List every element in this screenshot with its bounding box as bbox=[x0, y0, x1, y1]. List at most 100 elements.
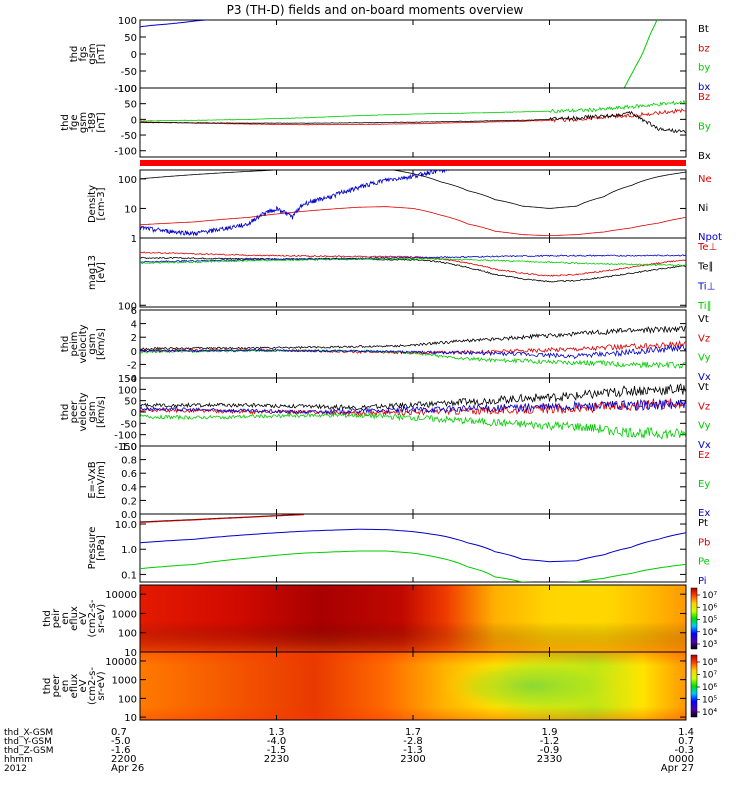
legend-entry: Pi bbox=[698, 576, 707, 587]
legend-entry: Bz bbox=[698, 92, 710, 103]
series-line-Pe bbox=[140, 550, 686, 582]
x-axis-row-label: 2012 bbox=[4, 764, 27, 774]
y-axis-label: eflux bbox=[69, 674, 80, 699]
colorbar-tick-label: 10⁷ bbox=[702, 591, 717, 601]
y-tick-label: -50 bbox=[121, 131, 137, 142]
y-axis-label: gsm bbox=[87, 401, 98, 422]
colorbar-tick-label: 10⁴ bbox=[702, 708, 717, 718]
y-tick-label: 1.0 bbox=[121, 442, 137, 453]
y-axis-label: [nPa] bbox=[96, 535, 107, 561]
y-axis-label: thd bbox=[42, 610, 53, 627]
y-axis-label: eV bbox=[78, 612, 89, 625]
x-axis-tick-label: Apr 26 bbox=[111, 763, 144, 774]
series-line-By bbox=[140, 99, 686, 122]
y-tick-label: 0 bbox=[131, 347, 137, 358]
y-tick-label: -100 bbox=[114, 84, 137, 95]
panel-frame bbox=[139, 445, 687, 515]
panel-state_bar bbox=[140, 160, 686, 166]
series-line-Vx bbox=[140, 398, 686, 415]
x-axis-tick-label: -1.3 bbox=[403, 745, 423, 756]
y-axis-label: peer bbox=[69, 400, 80, 424]
x-axis-tick-label: -4.0 bbox=[267, 736, 287, 747]
y-axis-label: sr-eV) bbox=[96, 604, 107, 633]
x-axis-tick-label: 0.7 bbox=[111, 727, 127, 738]
legend-entry: by bbox=[698, 63, 710, 74]
y-axis-label: (cm2-s- bbox=[87, 599, 98, 637]
x-axis-tick-label: 2330 bbox=[537, 754, 562, 765]
series-group bbox=[140, 383, 686, 440]
y-axis-label: Pressure bbox=[87, 527, 98, 570]
series-line-Te∥ bbox=[140, 256, 686, 283]
x-axis-row-label: hhmm bbox=[4, 755, 33, 765]
y-axis-label: [km/s] bbox=[96, 328, 107, 360]
y-axis-label: [mV/m] bbox=[96, 461, 107, 499]
legend-entry: Pb bbox=[698, 537, 710, 548]
series-line-Bx bbox=[140, 110, 686, 134]
colorbar-tick-label: 10⁸ bbox=[702, 658, 717, 668]
y-tick-label: -2 bbox=[127, 360, 137, 371]
y-tick-label: 10000 bbox=[105, 657, 137, 668]
colorbar bbox=[690, 654, 698, 718]
colorbar-tick-label: 10⁶ bbox=[702, 603, 717, 613]
x-axis-tick-label: 1.4 bbox=[678, 727, 694, 738]
series-line-Vx bbox=[140, 344, 686, 360]
colorbar-tick-label: 10⁷ bbox=[702, 671, 717, 681]
y-axis-label: velocity bbox=[78, 324, 89, 363]
colorbar-tick-label: 10⁵ bbox=[702, 696, 717, 706]
panel-frame bbox=[139, 19, 687, 89]
y-tick-label: -50 bbox=[121, 67, 137, 78]
x-axis-tick-label: -0.9 bbox=[540, 745, 560, 756]
panel-density: 100 10 1 Density[cm-3] Ne Ni Npot bbox=[87, 169, 722, 245]
spectrogram-shade bbox=[140, 652, 686, 720]
y-tick-label: 1000 bbox=[112, 609, 137, 620]
y-axis-label: gsm bbox=[87, 333, 98, 354]
x-axis-tick-label: 2230 bbox=[264, 754, 289, 765]
y-tick-label: 50 bbox=[124, 397, 137, 408]
x-axis-tick-label: 2200 bbox=[111, 754, 136, 765]
series-group bbox=[140, 20, 658, 88]
y-tick-label: 4 bbox=[131, 320, 137, 331]
y-tick-label: 0.6 bbox=[121, 469, 137, 480]
y-axis-label: mag13 bbox=[87, 255, 98, 290]
legend-entry: Vy bbox=[698, 421, 711, 432]
series-line-Ni bbox=[140, 170, 686, 209]
x-axis-row-label: thd_X-GSM bbox=[4, 728, 53, 738]
x-axis-row-label: thd_Y-GSM bbox=[4, 737, 52, 747]
panel-temperature: 100 mag13[eV] Te⊥ Te∥ Ti⊥ Ti∥ bbox=[87, 237, 717, 312]
y-tick-label: 1000 bbox=[112, 676, 137, 687]
x-axis-tick-label: -1.5 bbox=[267, 745, 287, 756]
x-axis-tick-label: 0.7 bbox=[678, 736, 694, 747]
y-tick-label: 100 bbox=[118, 175, 137, 186]
colorbar-tick-label: 10³ bbox=[702, 640, 717, 650]
x-axis-tick-label: 0000 bbox=[669, 754, 694, 765]
series-line-Vy bbox=[140, 412, 686, 440]
legend-entry: Pt bbox=[698, 518, 708, 529]
y-axis-label: [km/s] bbox=[96, 396, 107, 428]
y-axis-label: peir bbox=[51, 608, 62, 628]
series-line-by bbox=[623, 20, 658, 88]
y-tick-label: -150 bbox=[114, 442, 137, 453]
legend-entry: Vx bbox=[698, 440, 711, 451]
y-tick-label: 100 bbox=[118, 694, 137, 705]
x-axis-tick-label: -0.3 bbox=[674, 745, 694, 756]
y-axis-label: peer bbox=[51, 674, 62, 698]
series-group bbox=[140, 99, 686, 134]
panel-efield: 1.0 0.8 0.6 0.4 0.2 0.0 E=-VxB[mV/m] Ez Ey Ex bbox=[87, 442, 710, 521]
legend-entry: Ti∥ bbox=[697, 301, 712, 312]
y-tick-label: 0 bbox=[131, 50, 137, 61]
panel-frame bbox=[139, 237, 687, 308]
y-axis-label: velocity bbox=[78, 392, 89, 431]
x-axis-tick-label: 2300 bbox=[400, 754, 425, 765]
y-tick-label: 100 bbox=[118, 301, 137, 312]
legend-entry: Vx bbox=[698, 372, 711, 383]
y-axis-label: fgs bbox=[78, 46, 89, 61]
y-tick-label: -50 bbox=[121, 419, 137, 430]
y-axis-label: E=-VxB bbox=[87, 461, 98, 498]
figure-title: P3 (TH-D) fields and on-board moments ov… bbox=[227, 3, 524, 17]
colorbar bbox=[690, 587, 698, 650]
y-axis-label: -t89 bbox=[87, 112, 98, 132]
y-tick-label: 0.0 bbox=[121, 510, 137, 521]
series-group bbox=[140, 325, 686, 369]
y-axis-label: [eV] bbox=[96, 262, 107, 283]
